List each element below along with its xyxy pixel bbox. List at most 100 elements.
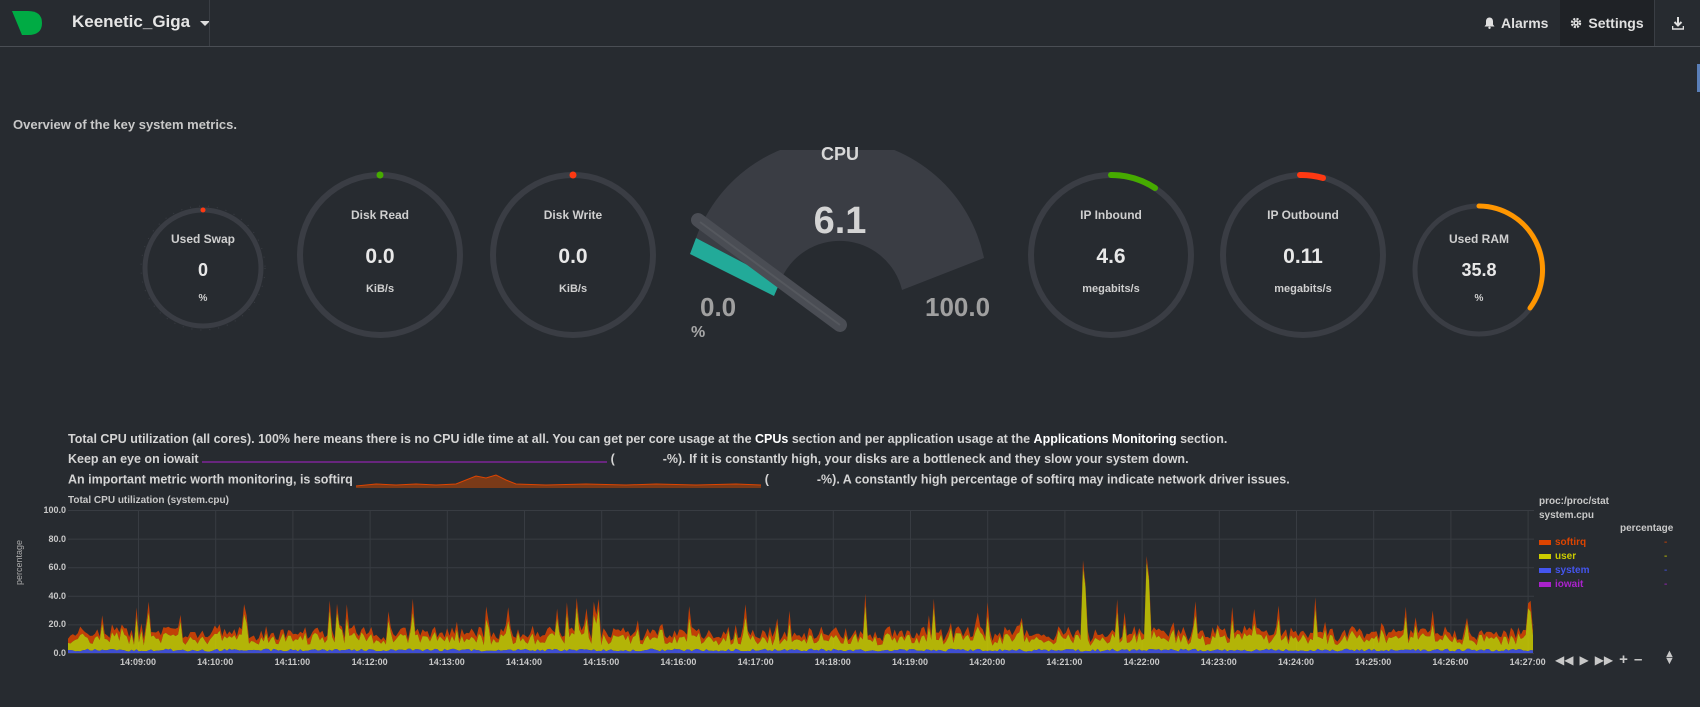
y-tick: 0.0 (53, 648, 66, 658)
gauge-ip-inbound[interactable]: IP Inbound 4.6 megabits/s (1026, 170, 1196, 340)
rewind-icon[interactable]: ◀◀ (1555, 652, 1574, 667)
y-tick: 100.0 (43, 505, 66, 515)
cpu-gauge-max: 100.0 (925, 292, 991, 322)
info-text: -%). A constantly high percentage of sof… (816, 472, 1290, 487)
alarms-button[interactable]: Alarms (1484, 0, 1548, 46)
x-tick: 14:23:00 (1200, 657, 1237, 667)
x-tick: 14:19:00 (891, 657, 929, 667)
zoom-in-icon[interactable]: + (1619, 651, 1628, 668)
y-tick: 40.0 (48, 591, 66, 601)
gauge-title: Disk Write (543, 208, 603, 222)
y-tick: 20.0 (48, 619, 66, 629)
cpus-link[interactable]: CPUs (755, 432, 789, 446)
legend-user[interactable]: user (1539, 551, 1576, 562)
settings-button[interactable]: Settings (1560, 0, 1654, 46)
x-tick: 14:14:00 (505, 657, 543, 667)
x-tick: 14:24:00 (1277, 657, 1315, 667)
cpu-area-chart[interactable] (68, 510, 1534, 655)
legend-label: softirq (1555, 537, 1587, 548)
alarms-label: Alarms (1501, 15, 1549, 31)
gauge-unit: KiB/s (365, 283, 395, 295)
series-area-system (68, 648, 1533, 653)
gauge-unit: % (1474, 293, 1484, 304)
legend-label: system (1555, 565, 1590, 576)
gauge-unit: megabits/s (1082, 283, 1140, 295)
gauge-ip-outbound[interactable]: IP Outbound 0.11 megabits/s (1218, 170, 1388, 340)
resize-handle-icon[interactable]: ▲ ▼ (1664, 648, 1675, 667)
iowait-info-line: Keep an eye on iowait (-%). If it is con… (68, 452, 1189, 466)
chart-units: percentage (1620, 523, 1674, 534)
divider (209, 0, 210, 46)
info-text: Total CPU utilization (all cores). 100% … (68, 432, 755, 446)
x-tick: 14:18:00 (814, 657, 851, 667)
gauge-used-swap[interactable]: Used Swap 0 % (135, 200, 271, 336)
netdata-logo[interactable] (10, 9, 44, 37)
info-text: ( (610, 452, 615, 466)
x-tick: 14:20:00 (969, 657, 1006, 667)
gauge-value: 0.0 (365, 245, 395, 268)
legend-swatch (1539, 540, 1551, 545)
chart-toolbox: ◀◀ ▶ ▶▶ + – (1555, 651, 1642, 668)
series-area-softirq (68, 556, 1533, 646)
legend-iowait[interactable]: iowait (1539, 579, 1583, 590)
x-tick: 14:12:00 (351, 657, 388, 667)
legend-system[interactable]: system (1539, 565, 1589, 576)
x-tick: 14:27:00 (1509, 657, 1546, 667)
x-tick: 14:13:00 (428, 657, 465, 667)
hostname-label: Keenetic_Giga (72, 12, 191, 31)
chart-ylabel: percentage (14, 539, 24, 585)
scroll-indicator[interactable] (1697, 64, 1700, 92)
cpu-gauge-min: 0.0 (700, 292, 737, 322)
zoom-out-icon[interactable]: – (1633, 651, 1643, 668)
hostname-dropdown[interactable]: Keenetic_Giga (72, 12, 211, 32)
legend-value: - (1664, 579, 1668, 590)
gauge-unit: KiB/s (558, 283, 588, 295)
y-tick: 60.0 (48, 562, 66, 572)
chart-grid (68, 510, 1534, 654)
legend-swatch (1539, 554, 1551, 559)
chevron-down-icon (200, 21, 211, 26)
series-area-user (68, 562, 1533, 652)
chart-id: system.cpu (1539, 510, 1595, 521)
y-tick: 80.0 (48, 534, 66, 544)
bell-icon (1484, 17, 1495, 29)
gauge-disk-write[interactable]: Disk Write 0.0 KiB/s (488, 170, 658, 340)
x-tick: 14:16:00 (660, 657, 697, 667)
gauge-unit: megabits/s (1274, 283, 1332, 295)
forward-icon[interactable]: ▶▶ (1594, 652, 1614, 667)
gauge-title: IP Inbound (1080, 208, 1142, 222)
play-icon[interactable]: ▶ (1579, 652, 1589, 667)
download-button[interactable] (1654, 0, 1700, 46)
legend-value: - (1664, 537, 1668, 548)
download-icon (1671, 16, 1684, 30)
iowait-sparkline (202, 461, 608, 463)
softirq-info-line: An important metric worth monitoring, is… (68, 472, 1290, 488)
cpu-gauge-unit: % (691, 324, 706, 341)
info-text: ( (764, 472, 769, 487)
info-text: An important metric worth monitoring, is… (68, 472, 353, 487)
legend-value: - (1664, 551, 1668, 562)
x-tick: 14:15:00 (583, 657, 620, 667)
gauge-title: IP Outbound (1267, 208, 1339, 222)
softirq-sparkline (356, 474, 762, 488)
x-tick: 14:21:00 (1046, 657, 1083, 667)
gauge-unit: % (198, 293, 208, 304)
x-tick: 14:17:00 (737, 657, 774, 667)
gauge-used-ram[interactable]: Used RAM 35.8 % (1409, 200, 1549, 340)
gauge-title: Used RAM (1448, 232, 1509, 246)
section-subtitle: Overview of the key system metrics. (13, 117, 238, 132)
cpu-gauge-value: 6.1 (813, 200, 867, 242)
top-navbar: Keenetic_Giga Alarms Settings (0, 0, 1700, 47)
gauge-value: 35.8 (1461, 260, 1497, 280)
x-tick: 14:11:00 (274, 657, 311, 667)
gauge-cpu[interactable] (680, 150, 1000, 350)
x-tick: 14:10:00 (197, 657, 234, 667)
gauge-disk-read[interactable]: Disk Read 0.0 KiB/s (295, 170, 465, 340)
legend-swatch (1539, 582, 1551, 587)
gear-icon (1571, 17, 1582, 29)
x-tick: 14:25:00 (1355, 657, 1392, 667)
chart-context: proc:/proc/stat (1539, 496, 1610, 507)
legend-swatch (1539, 568, 1551, 573)
applications-link[interactable]: Applications Monitoring (1033, 432, 1177, 446)
legend-softirq[interactable]: softirq (1539, 537, 1586, 548)
